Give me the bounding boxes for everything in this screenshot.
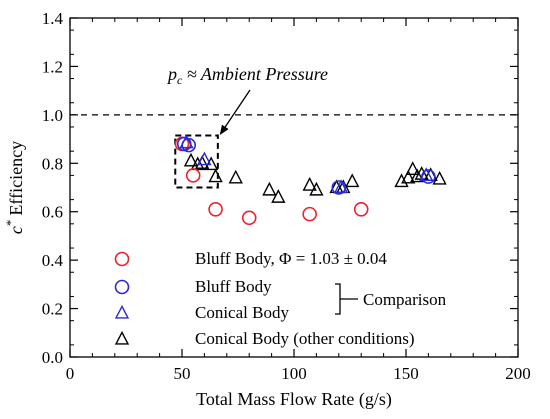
ref-label-symbol: p: [166, 64, 177, 84]
axes-layer: 0 50 100 150 200 0.0 0.2 0.4 0.6 0.8 1.0 1.2 1.4: [42, 9, 531, 383]
data-point: [208, 168, 223, 183]
ref-label-rest: ≈ Ambient Pressure: [182, 64, 328, 84]
x-tick-label: 150: [393, 364, 419, 383]
legend-marker: [114, 251, 130, 267]
data-point: [241, 210, 257, 226]
data-point: [271, 189, 286, 203]
data-point: [405, 161, 420, 175]
legend-marker: [114, 279, 130, 295]
comparison-label: Comparison: [363, 290, 447, 309]
ambient-pressure-label: pc ≈ Ambient Pressure: [166, 64, 328, 87]
series-2: [179, 134, 434, 194]
x-tick-label: 50: [174, 364, 191, 383]
legend-marker: [114, 304, 130, 319]
ref-label-subscript: c: [177, 73, 183, 87]
legend-label: Bluff Body: [195, 277, 272, 296]
y-label-symbol: c: [6, 226, 26, 234]
data-point: [208, 201, 223, 217]
data-point: [331, 180, 347, 195]
y-tick-label: 1.2: [42, 57, 63, 76]
y-tick-label: 0.4: [42, 251, 64, 270]
data-point: [419, 167, 434, 182]
data-point: [203, 156, 219, 171]
legend-label: Conical Body: [195, 303, 289, 322]
legend-label: Bluff Body, Φ = 1.03 ± 0.04: [195, 249, 387, 268]
data-point: [432, 170, 447, 185]
data-point: [353, 201, 369, 217]
x-tick-label: 100: [281, 364, 307, 383]
data-point: [183, 152, 199, 167]
comparison-bracket: [335, 283, 341, 315]
data-point: [302, 176, 317, 191]
data-point: [185, 168, 201, 183]
highlight-arrow: [219, 89, 251, 136]
data-point: [345, 173, 360, 188]
data-point: [410, 168, 425, 183]
y-tick-label: 1.4: [42, 9, 64, 28]
data-layer: [174, 134, 447, 226]
y-tick-label: 0.6: [42, 203, 63, 222]
series-3: [183, 152, 447, 203]
y-label-superscript: *: [3, 220, 18, 227]
y-tick-label: 0.2: [42, 300, 63, 319]
y-tick-label: 0.0: [42, 348, 63, 367]
data-point: [197, 151, 212, 166]
data-point: [190, 156, 205, 171]
x-tick-label: 200: [505, 364, 531, 383]
y-label-word: Efficiency: [6, 141, 26, 216]
data-point: [394, 173, 409, 188]
data-point: [179, 134, 194, 149]
y-axis-label: c* Efficiency: [3, 141, 26, 234]
legend-marker: [114, 330, 130, 345]
x-axis-label: Total Mass Flow Rate (g/s): [196, 389, 392, 410]
data-point: [262, 181, 277, 196]
x-tick-label: 0: [66, 364, 75, 383]
series-0: [174, 136, 369, 226]
data-point: [333, 179, 349, 194]
data-point: [228, 169, 243, 184]
data-point: [401, 169, 416, 184]
data-point: [302, 206, 317, 222]
y-tick-label: 0.8: [42, 154, 63, 173]
highlight-box: [174, 134, 219, 189]
reference-layer: pc ≈ Ambient Pressure: [70, 64, 518, 189]
legend: Bluff Body, Φ = 1.03 ± 0.04 Bluff Body Con…: [114, 249, 447, 348]
legend-label: Conical Body (other conditions): [195, 329, 415, 348]
data-point: [309, 181, 324, 196]
y-tick-label: 1.0: [42, 106, 63, 125]
